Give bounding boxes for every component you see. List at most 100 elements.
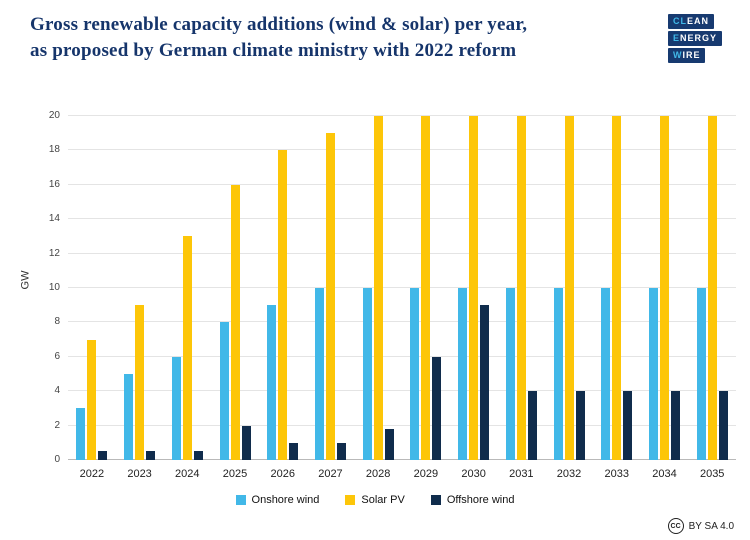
bar-onshore-wind (362, 288, 372, 460)
gridline (68, 183, 736, 185)
bar-offshore-wind (670, 391, 680, 460)
bar-solar-pv (373, 116, 383, 460)
bar-group (68, 116, 116, 460)
logo-row: ENERGY (667, 31, 722, 46)
plot-area (68, 115, 736, 460)
x-tick-label: 2035 (699, 468, 725, 480)
bar-onshore-wind (314, 288, 324, 460)
legend: Onshore wind Solar PV Offshore wind (0, 494, 750, 506)
bar-group (688, 116, 736, 460)
x-tick-label: 2022 (79, 468, 105, 480)
legend-item: Offshore wind (430, 494, 514, 506)
bar-onshore-wind (124, 374, 134, 460)
bar-onshore-wind (458, 288, 468, 460)
y-tick-label: 10 (48, 282, 60, 293)
legend-swatch (430, 495, 441, 505)
x-tick-label: 2028 (365, 468, 391, 480)
logo-row: CLEAN (667, 14, 714, 29)
y-tick-label: 16 (48, 178, 60, 190)
page-title: Gross renewable capacity additions (wind… (30, 12, 527, 64)
x-tick-label: 2024 (175, 468, 200, 480)
bar-onshore-wind (219, 322, 229, 460)
x-axis-labels: 2022 2023 2024 2025 2026 2027 2028 2029 2030 2031… (68, 468, 736, 480)
bar-onshore-wind (601, 288, 611, 460)
bar-groups (68, 116, 736, 460)
y-tick-label: 2 (54, 419, 60, 431)
bar-onshore-wind (648, 288, 658, 460)
bar-onshore-wind (696, 288, 706, 460)
y-tick-label: 4 (54, 385, 60, 397)
bar-offshore-wind (575, 391, 585, 460)
bar-offshore-wind (384, 429, 394, 460)
bar-solar-pv (516, 116, 526, 460)
x-tick-label: 2032 (556, 468, 582, 480)
gridline (68, 459, 736, 460)
bar-solar-pv (230, 184, 240, 460)
x-tick-label: 2023 (127, 468, 152, 480)
bar-offshore-wind (241, 425, 251, 460)
bar-solar-pv (659, 116, 669, 460)
license-footer: CC BY SA 4.0 (667, 518, 734, 534)
x-tick-label: 2025 (222, 468, 248, 480)
bar-solar-pv (325, 133, 335, 460)
gridline (68, 390, 736, 392)
legend-label: Solar PV (361, 494, 405, 506)
y-tick-label: 18 (48, 144, 60, 156)
legend-swatch (235, 495, 246, 505)
bar-solar-pv (612, 116, 622, 460)
gridline (68, 355, 736, 357)
x-tick-label: 2029 (413, 468, 439, 480)
legend-label: Onshore wind (251, 494, 320, 506)
bar-offshore-wind (146, 451, 156, 460)
bar-solar-pv (707, 116, 717, 460)
bar-group (307, 116, 355, 460)
title-line-1: Gross renewable capacity additions (wind… (30, 14, 528, 35)
bar-onshore-wind (267, 305, 277, 460)
bar-onshore-wind (171, 356, 181, 460)
bar-group (402, 116, 450, 460)
bar-group (259, 116, 307, 460)
gridline (68, 424, 736, 426)
bar-offshore-wind (289, 442, 299, 460)
legend-item: Solar PV (345, 494, 405, 506)
title-line-2: as proposed by German climate ministry w… (30, 40, 517, 61)
bar-offshore-wind (480, 305, 490, 460)
bar-group (163, 116, 211, 460)
x-tick-label: 2027 (318, 468, 343, 480)
bar-solar-pv (182, 236, 192, 460)
x-tick-label: 2034 (652, 468, 677, 480)
gridline (68, 252, 736, 254)
x-tick-label: 2030 (461, 468, 486, 480)
bar-offshore-wind (527, 391, 537, 460)
bar-group (116, 116, 164, 460)
bar-group (593, 116, 641, 460)
bar-solar-pv (564, 116, 574, 460)
gridline (68, 287, 736, 288)
legend-swatch (345, 495, 356, 505)
bar-group (641, 116, 689, 460)
y-tick-label: 12 (48, 247, 60, 259)
x-tick-label: 2031 (509, 468, 534, 480)
gridline (68, 218, 736, 220)
bar-onshore-wind (410, 288, 420, 460)
logo-row: WIRE (667, 48, 706, 63)
gridline (68, 149, 736, 151)
bar-group (497, 116, 545, 460)
y-tick-label: 6 (54, 350, 60, 362)
bar-solar-pv (469, 116, 479, 460)
x-tick-label: 2026 (270, 468, 295, 480)
bar-onshore-wind (505, 288, 515, 460)
gridline (68, 115, 736, 116)
bar-offshore-wind (623, 391, 633, 460)
y-axis-labels: 0 2 4 6 8 10 12 14 16 18 20 (34, 110, 60, 465)
y-tick-label: 8 (54, 316, 60, 328)
bar-offshore-wind (336, 442, 346, 460)
bar-offshore-wind (98, 451, 108, 460)
bar-solar-pv (421, 116, 431, 460)
gridline (68, 321, 736, 323)
legend-item: Onshore wind (235, 494, 320, 506)
clew-logo: CLEAN ENERGY WIRE (667, 14, 722, 63)
bar-solar-pv (87, 339, 97, 460)
bar-offshore-wind (718, 391, 728, 460)
